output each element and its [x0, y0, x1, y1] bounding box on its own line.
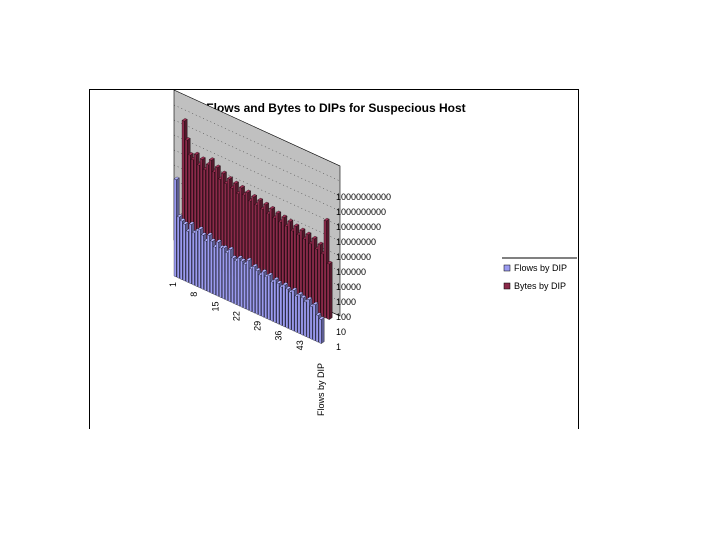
x-tick-label: 43	[295, 340, 305, 350]
grid-line	[173, 149, 341, 227]
y-tick-label: 100	[336, 312, 351, 322]
grid-line	[173, 134, 341, 212]
x-tick-label: 1	[168, 282, 178, 287]
y-tick-label: 10000000000	[336, 192, 391, 202]
y-tick-label: 1000000	[336, 252, 371, 262]
y-tick-label: 10000	[336, 282, 361, 292]
chart-frame: Flows and Bytes to DIPs for Suspecious H…	[89, 89, 579, 429]
grid-line	[173, 104, 341, 182]
x-tick-label: 36	[274, 331, 284, 341]
chart-title: Flows and Bytes to DIPs for Suspecious H…	[206, 101, 465, 115]
legend-swatch-bytes	[503, 282, 511, 290]
bars	[173, 118, 333, 344]
grid-line	[173, 119, 341, 197]
y-tick-label: 10	[336, 327, 346, 337]
x-axis-labels: 1 8 15 22 29 36 43	[168, 282, 305, 350]
bar-bytes	[326, 260, 333, 320]
legend: Flows by DIP Bytes by DIP	[502, 257, 577, 291]
y-tick-label: 1	[336, 342, 341, 352]
x-tick-label: 15	[210, 301, 220, 311]
y-tick-label: 1000	[336, 297, 356, 307]
x-tick-label: 22	[231, 311, 241, 321]
legend-label-bytes: Bytes by DIP	[514, 281, 566, 291]
y-tick-label: 10000000	[336, 237, 376, 247]
x-tick-label: 29	[253, 321, 263, 331]
chart-canvas: Flows and Bytes to DIPs for Suspecious H…	[168, 90, 577, 416]
y-axis-labels: 1 10 100 1000 10000 100000 1000000 10000000 1000…	[336, 192, 391, 352]
x-tick-label: 8	[189, 292, 199, 297]
grid-line	[173, 90, 341, 167]
legend-swatch-flows	[503, 264, 511, 272]
bar-flows	[318, 316, 325, 344]
legend-label-flows: Flows by DIP	[514, 263, 567, 273]
depth-axis-label: Flows by DIP	[316, 363, 326, 416]
grid-line	[173, 164, 341, 242]
y-tick-label: 100000000	[336, 222, 381, 232]
y-tick-label: 100000	[336, 267, 366, 277]
y-tick-label: 1000000000	[336, 207, 386, 217]
